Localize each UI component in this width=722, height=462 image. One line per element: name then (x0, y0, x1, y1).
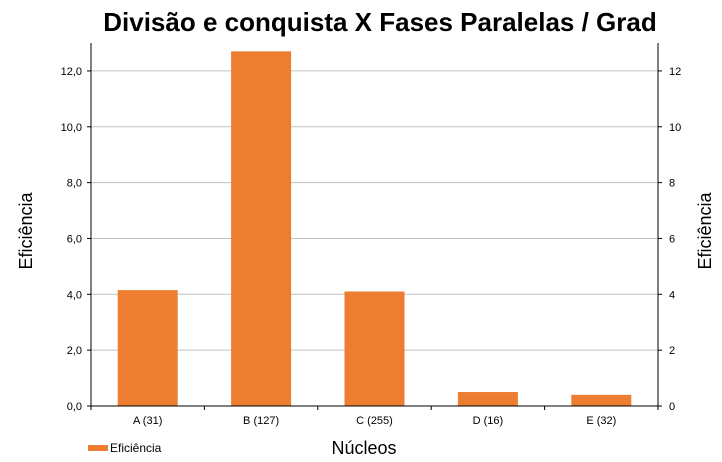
y-axis-left-ticks: 0,0 2,0 4,0 6,0 8,0 10,0 12,0 (61, 66, 82, 413)
bar (344, 291, 405, 406)
chart-title: Divisão e conquista X Fases Paralelas / … (103, 7, 656, 37)
x-tick-label: C (255) (356, 415, 393, 427)
x-axis-ticks: A (31) B (127) C (255) D (16) E (32) (133, 415, 616, 427)
y-tick-label-left: 10,0 (61, 122, 82, 134)
y-tick-label-left: 0,0 (67, 401, 82, 413)
y-tick-label-right: 2 (669, 345, 675, 357)
legend-label: Eficiência (110, 441, 162, 455)
axes (87, 43, 662, 410)
y-tick-label-right: 0 (669, 401, 675, 413)
y-tick-label-right: 6 (669, 233, 675, 245)
y-tick-label-left: 12,0 (61, 66, 82, 78)
y-tick-label-left: 2,0 (67, 345, 82, 357)
x-tick-label: B (127) (243, 415, 279, 427)
legend-swatch (88, 445, 108, 451)
gridlines (91, 70, 658, 351)
x-tick-label: E (32) (586, 415, 616, 427)
y-tick-label-left: 4,0 (67, 289, 82, 301)
bar (117, 290, 178, 406)
bars (117, 51, 632, 406)
y-tick-label-left: 6,0 (67, 233, 82, 245)
y-tick-label-right: 8 (669, 178, 675, 190)
x-tick-label: A (31) (133, 415, 162, 427)
y-tick-label-right: 4 (669, 289, 675, 301)
x-tick-label: D (16) (473, 415, 504, 427)
y-tick-label-left: 8,0 (67, 178, 82, 190)
y-axis-right-label: Eficiência (695, 191, 715, 269)
y-axis-right-ticks: 0 2 4 6 8 10 12 (669, 66, 681, 413)
bar (571, 394, 632, 406)
bar (457, 392, 518, 406)
legend: Eficiência (88, 441, 162, 455)
bar (231, 51, 292, 406)
y-tick-label-right: 10 (669, 122, 681, 134)
x-axis-label: Núcleos (331, 438, 396, 458)
y-tick-label-right: 12 (669, 66, 681, 78)
y-axis-left-label: Eficiência (16, 191, 36, 269)
